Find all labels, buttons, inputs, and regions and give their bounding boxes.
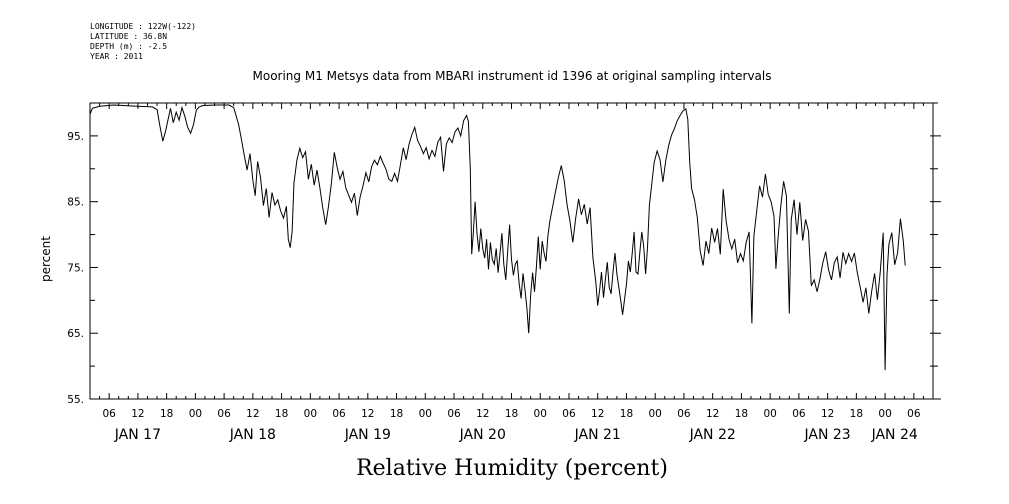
depth-text: DEPTH (m) : -2.5 [90, 42, 168, 51]
y-tick-label: 65. [67, 328, 84, 340]
x-tick-label: 00 [304, 408, 317, 420]
x-tick-label: 12 [361, 408, 374, 420]
x-tick-label: 06 [677, 408, 691, 420]
x-day-label: JAN 24 [871, 427, 918, 443]
x-tick-label: 00 [878, 408, 891, 420]
x-tick-label: 18 [735, 408, 748, 420]
x-tick-label: 06 [217, 408, 231, 420]
y-tick-label: 85. [67, 197, 84, 209]
series-line-relative-humidity [89, 104, 906, 371]
x-tick-label: 00 [763, 408, 776, 420]
x-tick-label: 18 [390, 408, 403, 420]
metadata-block: LONGITUDE : 122W(-122) LATITUDE : 36.8N … [90, 22, 196, 62]
x-tick-label: 00 [534, 408, 547, 420]
latitude-text: LATITUDE : 36.8N [90, 32, 168, 41]
x-tick-label: 12 [706, 408, 719, 420]
x-day-labels: JAN 17 JAN 18 JAN 19 JAN 20 JAN 21 JAN 22 JAN … [114, 427, 918, 443]
x-tick-label: 06 [447, 408, 461, 420]
x-tick-label: 18 [160, 408, 173, 420]
x-tick-label: 12 [591, 408, 604, 420]
longitude-text: LONGITUDE : 122W(-122) [90, 22, 196, 31]
x-tick-label: 18 [620, 408, 633, 420]
x-tick-label: 12 [131, 408, 144, 420]
x-tick-label: 18 [850, 408, 863, 420]
year-text: YEAR : 2011 [90, 52, 143, 61]
x-tick-label: 12 [821, 408, 834, 420]
x-tick-labels: 06 12 18 00 06 12 18 00 06 12 18 00 06 12 18 00 06 12 18 00… [102, 408, 920, 420]
x-tick-label: 06 [102, 408, 116, 420]
x-tick-label: 00 [419, 408, 432, 420]
y-axis-label: percent [39, 236, 53, 282]
y-tick-label: 95. [67, 131, 84, 143]
plot-frame [89, 102, 934, 400]
x-axis-title: Relative Humidity (percent) [356, 456, 668, 481]
x-tick-label: 06 [907, 408, 921, 420]
x-day-label: JAN 18 [229, 427, 276, 443]
x-tick-label: 06 [332, 408, 346, 420]
x-day-label: JAN 22 [689, 427, 736, 443]
x-tick-label: 06 [562, 408, 576, 420]
x-tick-label: 12 [476, 408, 489, 420]
y-tick-labels: 55. 65. 75. 85. 95. [67, 131, 84, 406]
x-day-label: JAN 20 [459, 427, 506, 443]
x-day-label: JAN 19 [344, 427, 391, 443]
x-tick-label: 00 [189, 408, 202, 420]
y-tick-label: 75. [67, 262, 84, 274]
y-tick-label: 55. [67, 394, 84, 406]
axis-ticks [90, 102, 941, 400]
x-day-label: JAN 21 [574, 427, 621, 443]
x-tick-label: 00 [649, 408, 662, 420]
x-day-label: JAN 23 [804, 427, 851, 443]
x-tick-label: 18 [505, 408, 518, 420]
x-tick-label: 06 [792, 408, 806, 420]
x-tick-label: 12 [246, 408, 259, 420]
chart-title: Mooring M1 Metsys data from MBARI instru… [253, 69, 772, 83]
x-tick-label: 18 [275, 408, 288, 420]
x-day-label: JAN 17 [114, 427, 161, 443]
